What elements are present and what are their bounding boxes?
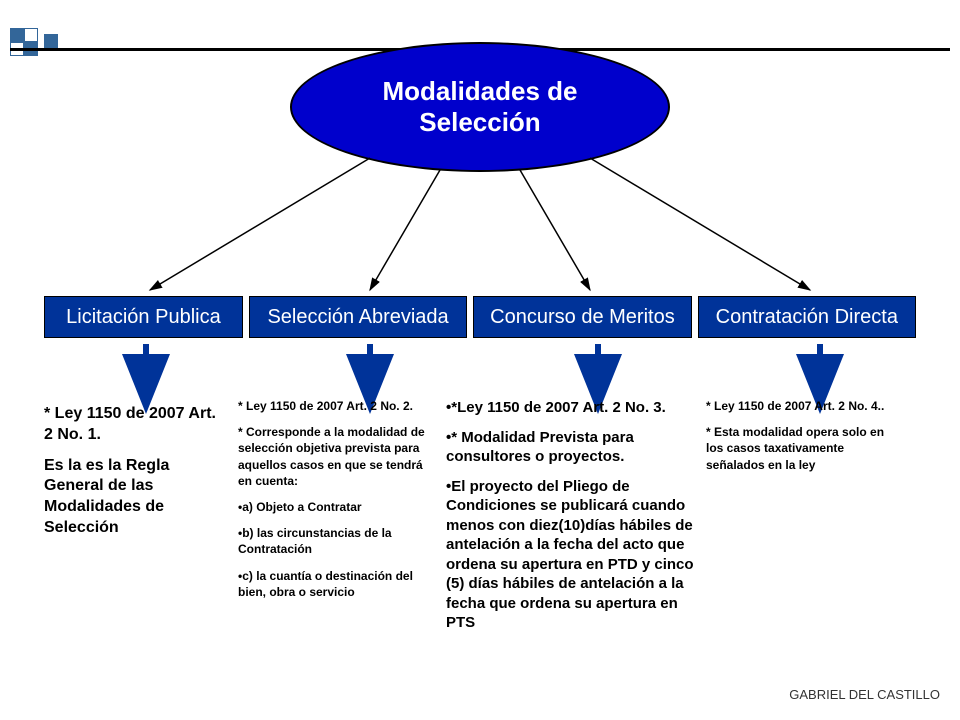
box-contratacion-directa: Contratación Directa bbox=[698, 296, 916, 338]
author-footer: GABRIEL DEL CASTILLO bbox=[789, 687, 940, 702]
corner-decoration bbox=[10, 28, 100, 60]
desc-text: •b) las circunstancias de la Contratació… bbox=[238, 525, 436, 557]
title-ellipse: Modalidades de Selección bbox=[290, 42, 670, 172]
desc-concurso-meritos: •*Ley 1150 de 2007 Art. 2 No. 3. •* Moda… bbox=[446, 398, 696, 643]
title-text: Modalidades de Selección bbox=[332, 76, 628, 138]
desc-text: •*Ley 1150 de 2007 Art. 2 No. 3. bbox=[446, 398, 696, 418]
category-boxes-row: Licitación Publica Selección Abreviada C… bbox=[44, 296, 916, 338]
desc-text: •* Modalidad Prevista para consultores o… bbox=[446, 428, 696, 467]
desc-contratacion-directa: * Ley 1150 de 2007 Art. 2 No. 4.. * Esta… bbox=[706, 398, 896, 643]
desc-text: * Corresponde a la modalidad de selecció… bbox=[238, 424, 436, 489]
desc-text: * Ley 1150 de 2007 Art. 2 No. 2. bbox=[238, 398, 436, 414]
box-label: Licitación Publica bbox=[66, 306, 221, 329]
desc-licitacion-publica: * Ley 1150 de 2007 Art. 2 No. 1. Es la e… bbox=[44, 404, 228, 643]
desc-text: * Esta modalidad opera solo en los casos… bbox=[706, 424, 896, 473]
desc-text: •c) la cuantía o destinación del bien, o… bbox=[238, 568, 436, 600]
box-licitacion-publica: Licitación Publica bbox=[44, 296, 243, 338]
desc-seleccion-abreviada: * Ley 1150 de 2007 Art. 2 No. 2. * Corre… bbox=[238, 398, 436, 643]
box-label: Contratación Directa bbox=[716, 306, 898, 329]
desc-text: •a) Objeto a Contratar bbox=[238, 499, 436, 515]
desc-text: * Ley 1150 de 2007 Art. 2 No. 4.. bbox=[706, 398, 896, 414]
box-label: Concurso de Meritos bbox=[490, 306, 675, 329]
desc-text: •El proyecto del Pliego de Condiciones s… bbox=[446, 477, 696, 633]
box-label: Selección Abreviada bbox=[267, 306, 448, 329]
desc-text: Es la es la Regla General de las Modalid… bbox=[44, 456, 228, 539]
box-concurso-meritos: Concurso de Meritos bbox=[473, 296, 691, 338]
desc-text: * Ley 1150 de 2007 Art. 2 No. 1. bbox=[44, 404, 228, 446]
description-columns: * Ley 1150 de 2007 Art. 2 No. 1. Es la e… bbox=[44, 404, 916, 643]
box-seleccion-abreviada: Selección Abreviada bbox=[249, 296, 467, 338]
